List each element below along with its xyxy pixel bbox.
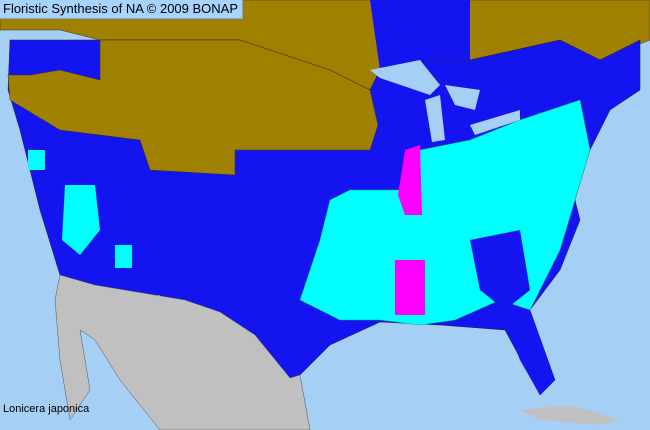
great-lakes (445, 85, 480, 110)
northern-plains-region (7, 39, 379, 176)
southeast-blue-patch (470, 230, 530, 310)
west-cyan-patch (115, 245, 132, 268)
mississippi-highlight (395, 260, 425, 315)
west-cyan-patch (62, 185, 100, 255)
west-cyan-patch (28, 150, 45, 170)
great-lakes (425, 95, 445, 142)
great-lakes (370, 60, 440, 95)
species-label: Lonicera japonica (3, 403, 90, 415)
illinois-highlight (398, 145, 422, 215)
ontario-region (370, 0, 470, 70)
cuba (520, 405, 620, 425)
florida-blue (505, 310, 555, 395)
map-title: Floristic Synthesis of NA © 2009 BONAP (0, 0, 244, 19)
mexico (54, 274, 311, 430)
great-lakes (470, 110, 520, 135)
